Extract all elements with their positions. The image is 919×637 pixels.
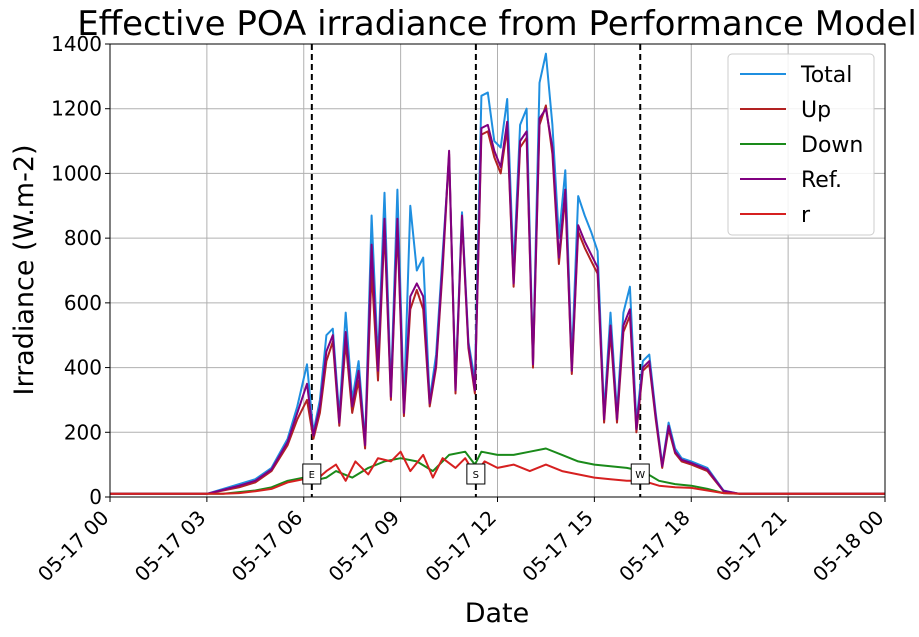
y-tick-label: 800 (64, 226, 102, 250)
marker-box-S (466, 463, 486, 485)
marker-label: E (309, 470, 315, 481)
y-tick-label: 200 (64, 420, 102, 444)
legend-label: r (801, 203, 811, 228)
legend-box (727, 53, 875, 236)
y-tick-label: 1200 (51, 97, 102, 121)
legend-label: Ref. (801, 168, 842, 193)
x-axis-label: Date (465, 598, 530, 629)
marker-label: S (473, 470, 479, 481)
series-line-ref (110, 107, 885, 495)
marker-box-W (630, 463, 650, 485)
marker-lines (310, 44, 642, 497)
y-axis-ticks: 0 200 400 600 800 1000 1200 1400 (51, 32, 110, 509)
y-axis-label: Irradiance (W.m-2) (9, 144, 40, 395)
y-tick-label: 1400 (51, 32, 102, 56)
legend-label: Down (801, 133, 863, 158)
legend-label: Total (800, 63, 852, 88)
chart-title: Effective POA irradiance from Performanc… (77, 4, 917, 44)
y-tick-label: 0 (89, 485, 102, 509)
legend-label: Up (801, 98, 831, 123)
marker-box-E (302, 463, 322, 485)
y-tick-label: 1000 (51, 161, 102, 185)
y-tick-label: 400 (64, 356, 102, 380)
marker-label: W (635, 470, 645, 481)
legend: Total Up Down Ref. r (727, 53, 875, 236)
y-tick-label: 600 (64, 291, 102, 315)
